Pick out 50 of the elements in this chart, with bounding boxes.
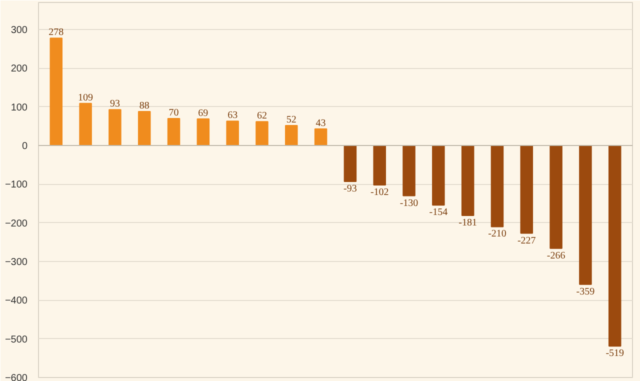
bar — [108, 109, 122, 146]
data-label: 109 — [78, 92, 94, 104]
bar — [373, 145, 386, 186]
y-tick-label: −200 — [4, 218, 28, 230]
data-label: -102 — [370, 186, 389, 198]
bar — [608, 145, 622, 347]
y-tick-label: 100 — [10, 102, 28, 114]
data-label: -130 — [400, 198, 418, 209]
data-label: -154 — [429, 207, 448, 218]
data-label: 43 — [316, 118, 326, 129]
bar — [344, 145, 357, 182]
data-label: 70 — [168, 107, 179, 118]
bar — [432, 145, 445, 206]
data-label: -359 — [576, 286, 595, 298]
y-tick-label: −600 — [4, 373, 28, 381]
bar — [402, 145, 416, 196]
bar — [138, 111, 151, 146]
data-label: -519 — [606, 348, 624, 360]
y-tick-label: −100 — [4, 180, 28, 191]
data-label: -93 — [344, 183, 357, 194]
data-label: -210 — [488, 228, 506, 240]
data-label: 93 — [110, 98, 120, 110]
data-label: 63 — [228, 110, 238, 122]
data-label: 52 — [286, 114, 296, 126]
y-tick-label: 0 — [22, 141, 28, 152]
data-label: 278 — [48, 27, 64, 38]
y-tick-label: −300 — [4, 257, 28, 268]
bar — [226, 120, 239, 146]
bar — [490, 145, 504, 228]
bar — [579, 145, 592, 285]
y-tick-label: −400 — [4, 296, 28, 307]
data-label: 62 — [256, 110, 267, 122]
y-tick-label: −500 — [4, 334, 28, 346]
bar — [196, 118, 210, 146]
data-label: 69 — [198, 108, 208, 119]
bar — [256, 121, 268, 146]
bar — [520, 145, 534, 234]
bar — [461, 145, 474, 216]
data-label: -227 — [517, 235, 536, 246]
y-tick-label: 300 — [10, 25, 28, 36]
bar — [285, 124, 298, 146]
y-tick-label: 200 — [10, 64, 28, 75]
data-label: -181 — [458, 218, 478, 229]
bar — [314, 128, 328, 146]
data-label: 88 — [139, 100, 150, 112]
bar — [550, 145, 562, 249]
bar — [50, 38, 63, 146]
bar — [79, 102, 92, 146]
bar — [167, 118, 180, 146]
data-label: -266 — [546, 250, 566, 262]
